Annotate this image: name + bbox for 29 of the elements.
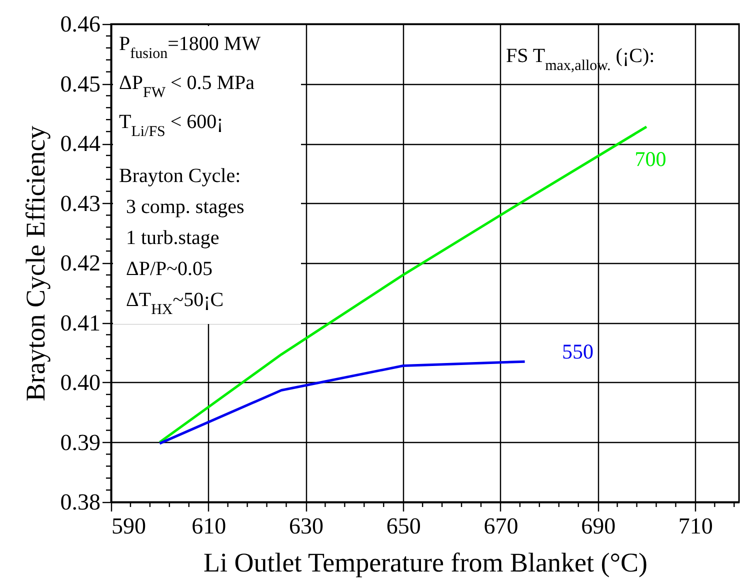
annotation: 3 comp. stages [126,196,245,218]
x-tick-label: 690 [581,514,616,538]
y-tick-label: 0.44 [60,131,101,156]
y-tick-label: 0.39 [60,430,100,455]
y-axis-title: Brayton Cycle Efficiency [20,125,50,402]
line-series [158,360,526,445]
annotation: 1 turb.stage [126,227,220,249]
series-label: 700 [634,146,666,171]
y-tick-label: 0.45 [60,71,100,96]
x-tick-label: 710 [678,514,713,538]
y-tick-label: 0.43 [60,190,100,216]
y-tick-label: 0.40 [60,370,100,395]
annotation: ΔT$_{HX}$~50¡C [126,289,224,318]
annotation: Brayton Cycle: [119,165,241,187]
x-axis-title: Li Outlet Temperature from Blanket (°C) [203,548,648,578]
x-tick-label: 630 [288,514,324,538]
x-tick-label: 650 [386,514,421,538]
x-tick-label: 610 [192,514,226,538]
annotation: ΔP/P~0.05 [126,258,212,280]
y-tick-label: 0.41 [60,310,100,336]
x-tick-label: 670 [484,514,518,538]
y-tick-label: 0.46 [60,12,100,36]
y-tick-label: 0.42 [60,250,100,276]
y-tick-label: 0.38 [60,490,100,514]
annotation: T$_{Li/FS}$ < 600¡ [119,111,224,140]
annotation: P$_{fusion}$=1800 MW [119,33,261,62]
series-label: 550 [562,340,594,364]
x-tick-label: 590 [112,514,146,538]
annotation: ΔP$_{FW}$ < 0.5 MPa [119,72,255,101]
